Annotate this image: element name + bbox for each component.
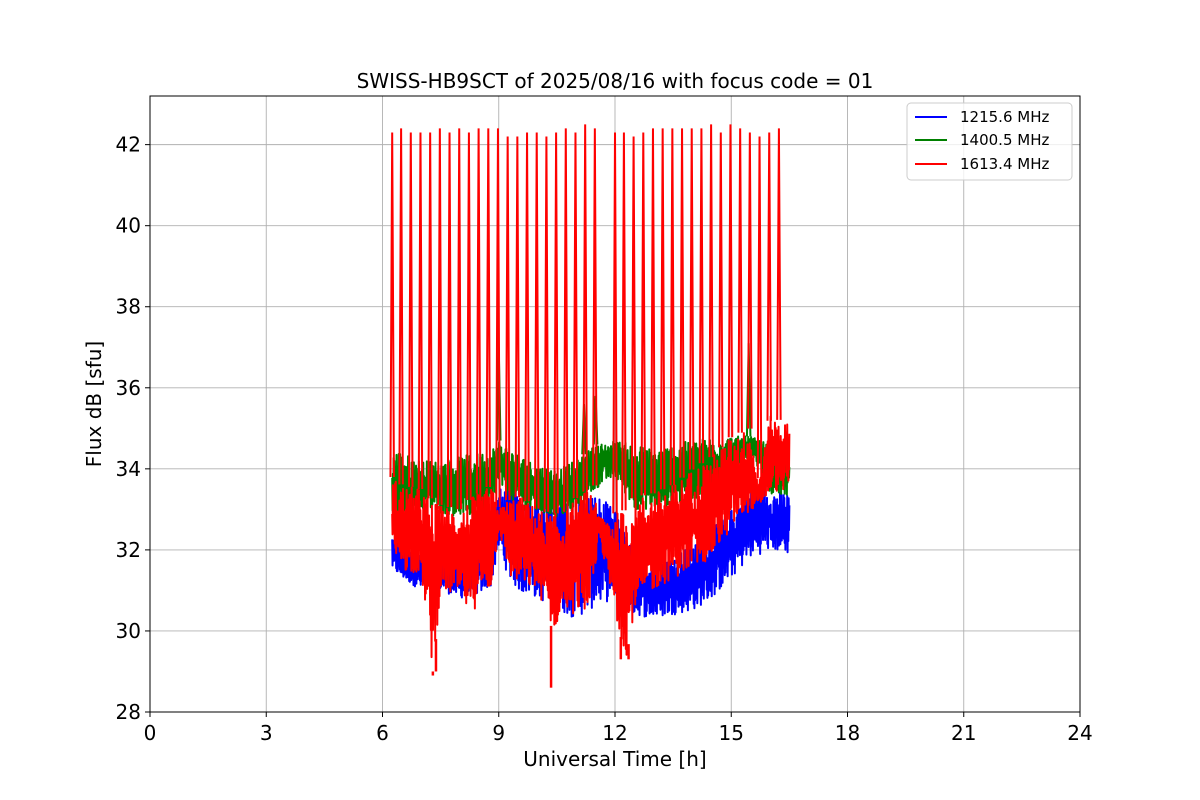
spike-mark [630,136,637,499]
chart-title: SWISS-HB9SCT of 2025/08/16 with focus co… [357,69,874,93]
spike-mark [485,128,492,487]
spike-mark [698,128,705,464]
x-tick-label: 0 [144,721,157,745]
x-tick-label: 15 [719,721,744,745]
series-trace [391,415,791,659]
x-tick-label: 9 [492,721,505,745]
spike-mark [650,128,656,494]
spike-mark [737,128,743,433]
spike-mark [621,132,627,511]
spike-mark [475,128,482,494]
spike-mark [553,132,559,514]
spike-mark [776,128,782,420]
spike-mark [533,132,540,509]
y-tick-label: 42 [116,133,141,157]
spike-mark [640,132,647,496]
spike-mark [572,132,579,499]
spike-mark [389,132,395,477]
y-tick-label: 30 [116,619,141,643]
x-tick-label: 12 [602,721,627,745]
spike-mark [563,128,569,512]
y-tick-label: 28 [116,700,141,724]
x-tick-label: 24 [1067,721,1092,745]
legend-label-1400: 1400.5 MHz [960,131,1049,149]
y-tick-label: 40 [116,214,141,238]
spike-mark [766,132,772,421]
y-tick-label: 32 [116,538,141,562]
spike-mark [718,132,724,448]
spike-mark [504,136,511,501]
x-tick-label: 3 [260,721,273,745]
data-series [389,124,791,688]
legend-label-1215: 1215.6 MHz [960,108,1049,126]
spike-mark [688,128,695,470]
legend-box [906,102,1073,181]
spike-mark [592,128,598,486]
spike-mark [669,128,676,486]
y-axis-label: Flux dB [sfu] [82,341,106,467]
spike-mark [612,132,618,514]
spike-mark [708,124,714,458]
spike-mark [466,132,472,501]
spike-mark [427,132,433,499]
spike-mark [543,136,550,512]
x-tick-label: 18 [835,721,860,745]
legend: 1215.6 MHz 1400.5 MHz 1613.4 MHz [906,102,1073,181]
spike-mark [727,124,734,438]
x-axis-label: Universal Time [h] [523,747,706,771]
spike-mark [437,128,443,505]
spike-mark [495,128,501,507]
spike-mark [747,132,753,429]
spike-mark [398,128,404,485]
y-tick-label: 38 [116,295,141,319]
series-1613-4-mhz [389,124,791,688]
spike-mark [582,124,588,492]
spike-mark [456,128,462,510]
spike-mark [679,128,685,478]
legend-label-1613: 1613.4 MHz [960,155,1049,173]
spike-mark [446,132,453,508]
x-tick-label: 21 [951,721,976,745]
x-tick-label: 6 [376,721,389,745]
y-tick-label: 36 [116,376,141,400]
spike-mark [659,128,666,490]
spike-mark [524,132,530,502]
spike-mark [514,136,521,498]
spike-mark [756,136,763,479]
spike-mark [408,132,414,487]
y-tick-label: 34 [116,457,141,481]
spike-mark [417,132,424,489]
